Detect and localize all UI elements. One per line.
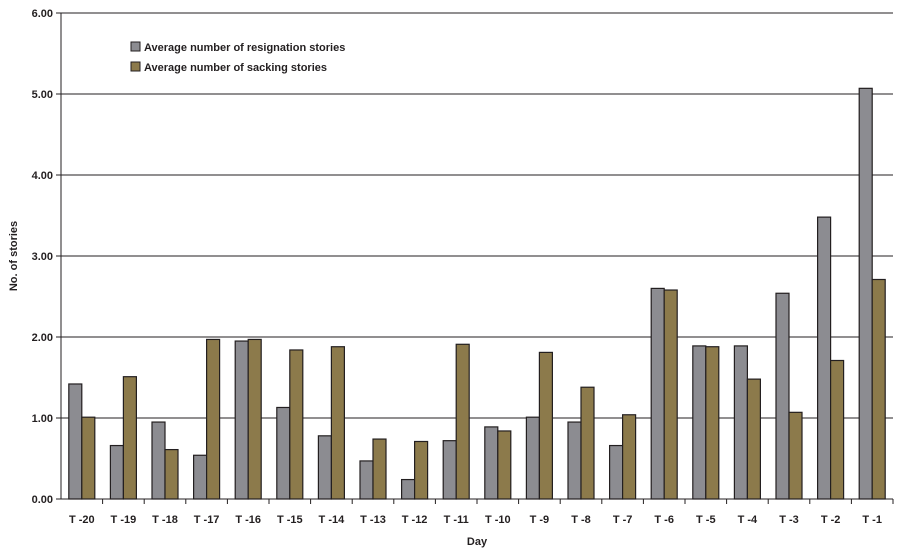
bar-sacking <box>455 343 470 500</box>
x-tick-labels: T -20 T -19 T -18 T -17 T -16 T -15 T -14 T -13… <box>69 514 882 526</box>
bar-resignation <box>317 435 332 500</box>
x-tick-label: T -4 <box>738 514 758 526</box>
bar-sacking <box>414 440 429 500</box>
bar-sacking <box>372 438 387 500</box>
bar-resignation <box>359 460 374 500</box>
bar-resignation <box>193 454 208 500</box>
y-tick-label: 5.00 <box>32 89 53 101</box>
legend: Average number of resignation stories Ave… <box>130 41 345 74</box>
x-tick-label: T -19 <box>111 514 137 526</box>
bar-resignation <box>401 478 416 500</box>
bar-sacking <box>746 378 762 500</box>
bar-sacking <box>81 416 96 500</box>
bar-sacking <box>164 448 179 500</box>
axes <box>60 13 894 504</box>
y-tick-label: 2.00 <box>32 332 53 344</box>
y-tick-label: 4.00 <box>32 170 53 182</box>
x-axis-label: Day <box>467 536 488 548</box>
grid-lines <box>56 12 893 500</box>
y-tick-label: 6.00 <box>32 8 53 20</box>
bars <box>68 87 886 500</box>
x-tick-label: T -17 <box>194 514 220 526</box>
bar-sacking <box>206 338 221 500</box>
bar-sacking <box>580 386 595 500</box>
x-tick-label: T -18 <box>152 514 178 526</box>
bar-resignation <box>858 87 873 500</box>
y-tick-label: 3.00 <box>32 251 53 263</box>
bar-sacking <box>621 414 637 500</box>
x-tick-label: T -12 <box>402 514 428 526</box>
bar-resignation <box>234 340 249 500</box>
bar-sacking <box>788 411 803 500</box>
legend-swatch <box>130 61 141 72</box>
bar-resignation <box>525 416 541 500</box>
bar-resignation <box>567 421 582 500</box>
bar-resignation <box>68 383 83 500</box>
x-tick-label: T -9 <box>530 514 550 526</box>
bar-sacking <box>330 346 345 500</box>
bar-resignation <box>109 444 125 500</box>
bar-sacking <box>829 359 845 500</box>
bar-sacking <box>497 430 512 500</box>
bar-resignation <box>733 345 749 500</box>
x-tick-label: T -15 <box>277 514 303 526</box>
bar-resignation <box>775 292 790 500</box>
x-tick-label: T -10 <box>485 514 511 526</box>
bar-resignation <box>608 444 624 500</box>
bar-resignation <box>276 406 291 500</box>
bar-resignation <box>442 440 457 500</box>
bar-sacking <box>871 278 886 500</box>
bar-resignation <box>816 216 832 500</box>
bar-sacking <box>663 289 678 500</box>
x-tick-label: T -11 <box>444 514 469 526</box>
x-tick-label: T -14 <box>319 514 346 526</box>
bar-sacking <box>247 338 262 500</box>
x-tick-label: T -8 <box>571 514 591 526</box>
x-tick-label: T -5 <box>696 514 716 526</box>
x-tick-label: T -16 <box>235 514 261 526</box>
x-tick-label: T -1 <box>862 514 882 526</box>
x-tick-label: T -3 <box>779 514 799 526</box>
x-tick-label: T -6 <box>654 514 674 526</box>
x-tick-label: T -13 <box>360 514 386 526</box>
bar-sacking <box>122 376 138 500</box>
bar-resignation <box>151 421 166 500</box>
bar-sacking <box>538 351 554 500</box>
bar-sacking <box>289 349 304 500</box>
legend-label: Average number of sacking stories <box>144 62 327 74</box>
legend-swatch <box>130 41 141 52</box>
y-tick-labels: 0.00 1.00 2.00 3.00 4.00 5.00 6.00 <box>32 8 53 506</box>
bar-resignation <box>692 345 707 500</box>
bar-sacking <box>705 346 720 500</box>
x-tick-label: T -7 <box>613 514 633 526</box>
x-tick-label: T -20 <box>69 514 95 526</box>
y-tick-label: 0.00 <box>32 494 53 506</box>
y-tick-label: 1.00 <box>32 413 53 425</box>
y-axis-label: No. of stories <box>8 221 20 291</box>
x-tick-label: T -2 <box>821 514 841 526</box>
bar-resignation <box>650 287 665 500</box>
legend-label: Average number of resignation stories <box>144 42 345 54</box>
bar-resignation <box>484 426 499 500</box>
